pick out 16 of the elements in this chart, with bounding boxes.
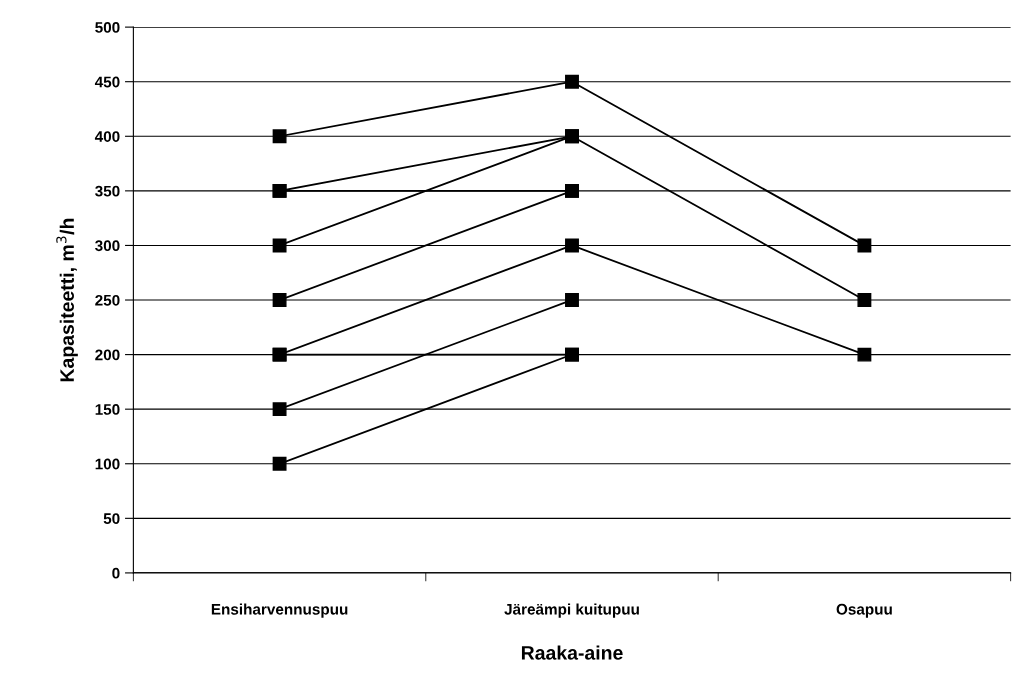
y-tick-label: 400 [94,131,120,142]
x-tick-label: Järeämpi kuitupuu [504,603,639,618]
y-tick-label: 450 [94,76,120,88]
y-tick-label: 500 [95,21,120,33]
x-axis-title: Raaka-aine [521,645,623,660]
y-tick-label: 250 [95,294,120,306]
x-tick-label: Osapuu [836,603,892,618]
x-tick-label: Ensiharvennuspuu [211,603,348,618]
y-axis-title: Kapasiteetti, m$^{3}$/h [56,218,78,382]
y-tick-label: 50 [103,513,120,525]
y-tick-label: 200 [95,349,120,361]
y-tick-label: 150 [95,404,120,415]
y-tick-label: 350 [95,185,120,197]
y-tick-label: 0 [112,567,120,579]
y-tick-label: 100 [95,458,120,470]
y-tick-label: 300 [95,240,120,252]
